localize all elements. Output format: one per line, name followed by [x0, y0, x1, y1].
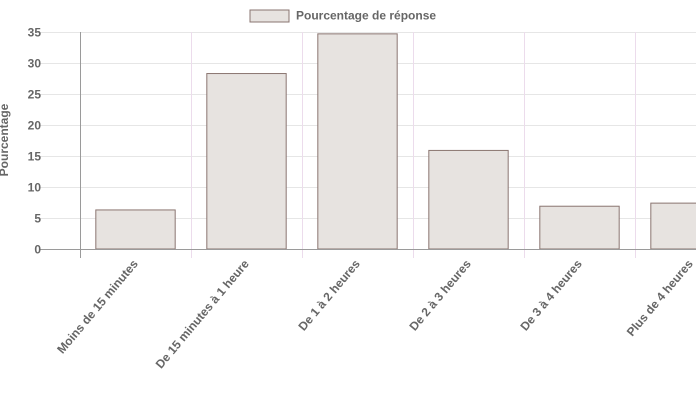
x-tick-label: De 15 minutes à 1 heure	[153, 257, 252, 371]
y-tick-label: 10	[28, 181, 42, 195]
legend-label: Pourcentage de réponse	[296, 9, 436, 23]
y-tick-label: 20	[28, 119, 42, 133]
bar[interactable]	[317, 33, 398, 250]
x-tick-labels: Moins de 15 minutes De 15 minutes à 1 heu…	[54, 257, 696, 371]
y-tick-labels: 0 5 10 15 20 25 30 35	[28, 26, 42, 257]
bar[interactable]	[650, 202, 696, 250]
y-tick-label: 30	[28, 57, 42, 71]
y-tick-label: 35	[28, 26, 42, 40]
axes	[40, 32, 696, 258]
x-tick-label: Plus de 4 heures	[624, 257, 696, 339]
legend[interactable]: Pourcentage de réponse	[249, 9, 436, 23]
x-tick-label: De 3 à 4 heures	[517, 257, 585, 334]
bars	[95, 33, 696, 250]
bar[interactable]	[95, 209, 176, 250]
y-tick-label: 25	[28, 88, 42, 102]
x-tick-label: Moins de 15 minutes	[54, 257, 141, 357]
legend-swatch	[249, 9, 290, 23]
bar[interactable]	[539, 205, 620, 250]
bar[interactable]	[206, 73, 287, 250]
y-tick-label: 5	[34, 212, 41, 226]
x-tick-label: De 1 à 2 heures	[295, 257, 363, 334]
x-tick-label: De 2 à 3 heures	[406, 257, 474, 334]
bar[interactable]	[428, 149, 509, 250]
y-tick-label: 15	[28, 150, 42, 164]
y-tick-label: 0	[34, 243, 41, 257]
y-axis-title: Pourcentage	[0, 103, 11, 176]
